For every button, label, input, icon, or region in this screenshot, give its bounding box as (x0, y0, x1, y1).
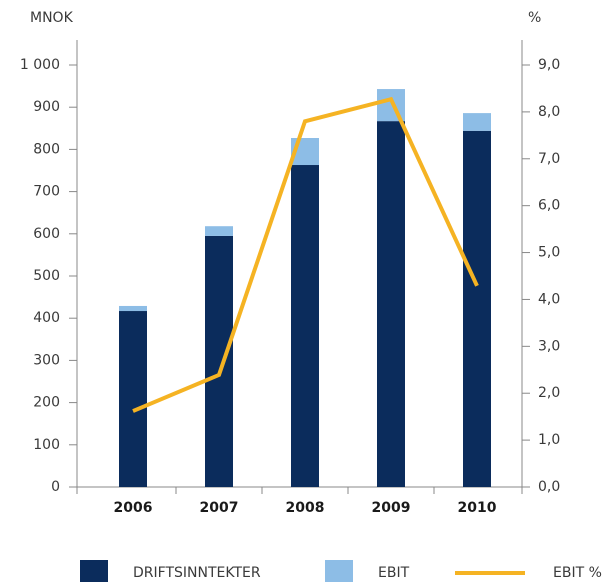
legend-swatch (325, 560, 353, 582)
legend-label: EBIT % (553, 565, 602, 581)
y-tick-label: 400 (33, 310, 60, 326)
y-tick-label: 300 (33, 352, 60, 368)
legend-label: EBIT (378, 565, 410, 581)
y-tick-label: 800 (33, 141, 60, 157)
bar-segment (205, 226, 233, 236)
x-tick-label: 2010 (458, 500, 497, 516)
y2-tick-label: 2,0 (538, 385, 560, 401)
y2-tick-label: 3,0 (538, 338, 560, 354)
x-tick-label: 2006 (114, 500, 153, 516)
bar-segment (463, 113, 491, 131)
x-tick-label: 2009 (372, 500, 411, 516)
y2-tick-label: 4,0 (538, 291, 560, 307)
y-tick-label: 0 (51, 479, 60, 495)
x-tick-label: 2008 (286, 500, 325, 516)
y-tick-label: 1 000 (20, 57, 60, 73)
x-tick-label: 2007 (200, 500, 239, 516)
y-tick-label: 100 (33, 437, 60, 453)
bar-segment (119, 311, 147, 487)
y-tick-label: 900 (33, 99, 60, 115)
y-tick-label: 500 (33, 268, 60, 284)
y2-tick-label: 8,0 (538, 104, 560, 120)
bar-segment (377, 121, 405, 487)
y2-tick-label: 6,0 (538, 198, 560, 214)
bar-segment (463, 130, 491, 487)
y2-tick-label: 0,0 (538, 479, 560, 495)
bar-segment (205, 235, 233, 487)
legend-swatch (80, 560, 108, 582)
y2-tick-label: 5,0 (538, 245, 560, 261)
bar-segment (291, 165, 319, 487)
y2-tick-label: 9,0 (538, 57, 560, 73)
legend-label: DRIFTSINNTEKTER (133, 565, 261, 581)
y-tick-label: 700 (33, 184, 60, 200)
y-axis-label: MNOK (30, 10, 74, 26)
y-tick-label: 600 (33, 226, 60, 242)
bar-segment (119, 305, 147, 312)
y-tick-label: 200 (33, 395, 60, 411)
y2-tick-label: 1,0 (538, 432, 560, 448)
y2-tick-label: 7,0 (538, 151, 560, 167)
y2-axis-label: % (528, 10, 541, 26)
line-series (132, 96, 479, 413)
